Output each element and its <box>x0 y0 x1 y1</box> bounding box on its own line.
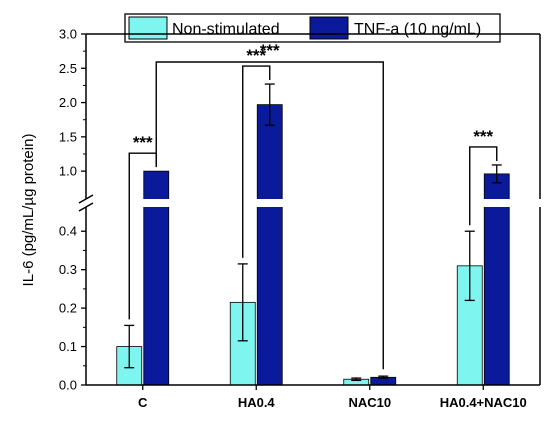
y-tick-label-lower-1: 0.1 <box>59 339 77 354</box>
y-tick-label-upper-0: 1.0 <box>59 164 77 179</box>
legend: Non-stimulated TNF-a (10 ng/mL) <box>124 13 501 43</box>
axis-break-mark-top <box>78 194 94 204</box>
legend-label-non-stimulated: Non-stimulated <box>172 21 280 38</box>
y-tick-label-upper-1: 1.5 <box>59 129 77 144</box>
y-tick-label-upper-4: 3.0 <box>59 27 77 42</box>
y-tick-label-lower-0: 0.0 <box>59 378 77 393</box>
x-tick-label-0: C <box>138 395 148 410</box>
x-tick-label-2: NAC10 <box>348 395 391 410</box>
plot-area: 0.0 0.1 0.2 0.3 0.4 1.0 1.5 2.0 2.5 3.0 C HA0.4 NAC1… <box>59 27 541 410</box>
significance-bracket-3 <box>155 61 384 370</box>
significance-label-1: *** <box>246 46 266 65</box>
y-axis-label: IL-6 (pg/mL/µg protein) <box>20 134 37 287</box>
significance-label-3: *** <box>260 41 280 60</box>
axis-break-band <box>72 199 540 207</box>
significance-bracket-1 <box>242 65 271 258</box>
axis-break-mark-bottom <box>78 202 94 212</box>
legend-swatch-tnf-a <box>309 16 349 40</box>
y-tick-label-upper-3: 2.5 <box>59 61 77 76</box>
bar-tnf-1 <box>256 104 283 386</box>
y-tick-label-lower-2: 0.2 <box>59 301 77 316</box>
y-tick-label-upper-2: 2.0 <box>59 95 77 110</box>
x-tick-label-1: HA0.4 <box>238 395 276 410</box>
significance-bracket-2 <box>469 146 498 226</box>
y-tick-label-lower-4: 0.4 <box>59 224 77 239</box>
y-tick-label-lower-3: 0.3 <box>59 262 77 277</box>
significance-label-0: *** <box>133 133 153 152</box>
legend-swatch-non-stimulated <box>128 16 168 40</box>
x-tick-label-3: HA0.4+NAC10 <box>440 395 527 410</box>
significance-label-2: *** <box>473 127 493 146</box>
legend-label-tnf-a: TNF-a (10 ng/mL) <box>354 21 481 38</box>
